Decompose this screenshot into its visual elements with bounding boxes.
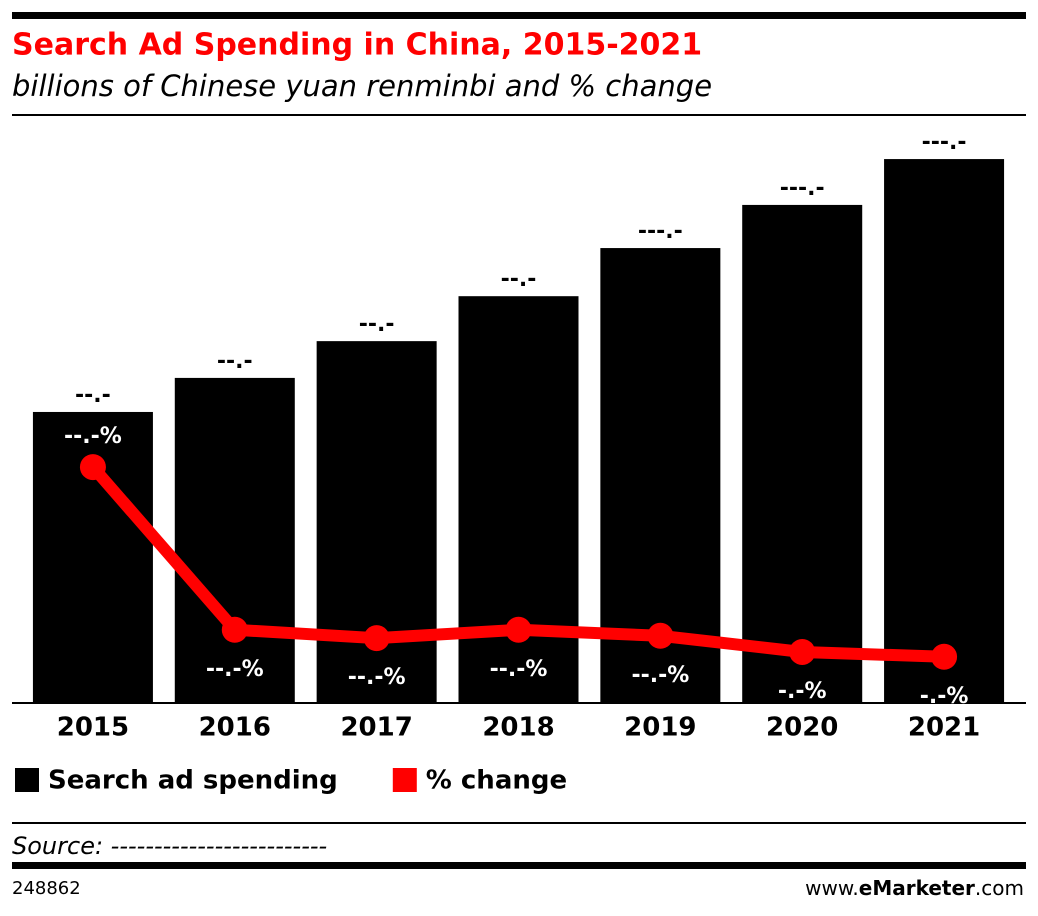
legend-swatch (392, 768, 417, 792)
bar-value-label: ---.- (780, 176, 825, 201)
x-tick-label: 2017 (340, 713, 412, 743)
bar-value-label: --.- (501, 267, 537, 292)
x-tick-label: 2018 (482, 713, 554, 743)
bar-value-label: --.- (75, 383, 111, 408)
bar-value-label: --.- (217, 349, 253, 374)
bar (742, 204, 863, 703)
line-value-label: --.-% (631, 663, 689, 688)
bar-value-label: ---.- (922, 130, 967, 155)
line-point (221, 616, 248, 643)
legend-label: % change (426, 766, 567, 796)
site: www.eMarketer.com (805, 876, 1024, 900)
x-tick-label: 2015 (57, 713, 129, 743)
line-value-label: -.-% (920, 684, 969, 709)
bar-value-label: --.- (359, 312, 395, 337)
line-value-label: --.-% (348, 665, 406, 690)
x-tick-label: 2016 (199, 713, 271, 743)
legend-label: Search ad spending (48, 766, 338, 796)
site-prefix: www. (805, 876, 859, 900)
line-point (789, 638, 816, 665)
line-point (931, 643, 958, 670)
line-point (363, 625, 390, 652)
bar (174, 377, 295, 703)
x-tick-label: 2021 (908, 713, 980, 743)
line-value-label: --.-% (206, 657, 264, 682)
line-value-label: --.-% (64, 424, 122, 449)
x-tick-label: 2020 (766, 713, 838, 743)
line-value-label: -.-% (778, 679, 827, 704)
bar-value-label: ---.- (638, 219, 683, 244)
bar (884, 159, 1005, 704)
chart-id: 248862 (12, 878, 81, 899)
line-point (647, 622, 674, 649)
chart-subtitle: billions of Chinese yuan renminbi and % … (12, 69, 712, 103)
site-suffix: .com (975, 876, 1024, 900)
site-brand: eMarketer (859, 876, 975, 900)
source: Source: ------------------------- (12, 832, 327, 860)
bottom-rule (12, 862, 1026, 869)
chart-title: Search Ad Spending in China, 2015-2021 (12, 28, 702, 63)
x-tick-label: 2019 (624, 713, 696, 743)
legend-swatch (15, 768, 39, 792)
top-rule (12, 12, 1026, 19)
subtitle-rule (12, 114, 1026, 116)
source-rule (12, 822, 1026, 824)
line-point (505, 616, 532, 643)
line-point (79, 454, 106, 481)
line-value-label: --.-% (490, 657, 548, 682)
